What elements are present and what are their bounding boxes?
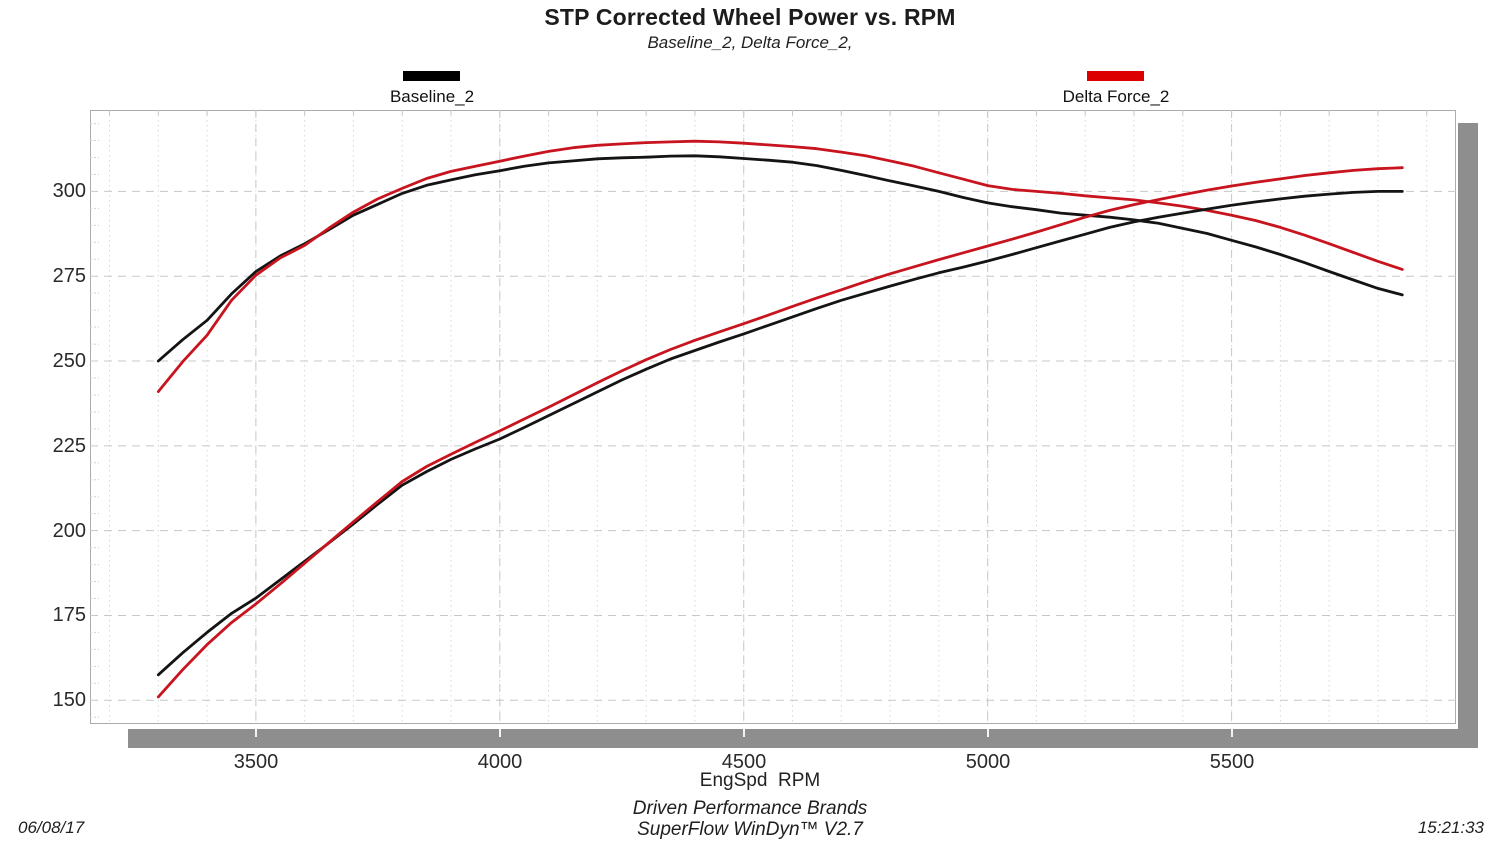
x-tick-label: 4500 — [721, 751, 767, 773]
x-tick-label: 3500 — [233, 751, 279, 773]
legend-swatch-delta-force — [1087, 71, 1144, 81]
footer-brand: Driven Performance Brands — [632, 798, 868, 819]
x-axis-label: EngSpd RPM — [699, 770, 821, 791]
x-tick-mark — [1231, 729, 1233, 737]
x-tick-label: 5500 — [1209, 751, 1255, 773]
delta-force-2-lower-curve — [156, 166, 1404, 699]
legend-label-delta-force: Delta Force_2 — [1062, 87, 1170, 106]
baseline-2-upper-curve — [156, 154, 1404, 363]
plot-shadow-bottom — [128, 729, 1478, 748]
x-tick-mark — [987, 729, 989, 737]
footer-time: 15:21:33 — [1417, 818, 1484, 837]
y-tick-label: 200 — [52, 520, 86, 542]
plot-area — [90, 110, 1456, 724]
plot-frame — [90, 110, 1456, 724]
x-tick-mark — [743, 729, 745, 737]
delta-force-2-upper-curve — [156, 139, 1404, 394]
y-tick-label: 150 — [52, 689, 86, 711]
x-tick-label: 4000 — [477, 751, 523, 773]
x-tick-label: 5000 — [965, 751, 1011, 773]
y-tick-label: 300 — [52, 180, 86, 202]
footer-date: 06/08/17 — [18, 818, 85, 837]
footer-software: SuperFlow WinDyn™ V2.7 — [637, 819, 863, 840]
y-tick-label: 250 — [52, 350, 86, 372]
plot-shadow-right — [1458, 123, 1478, 748]
y-tick-label: 175 — [52, 604, 86, 626]
page-title: STP Corrected Wheel Power vs. RPM — [544, 4, 956, 30]
x-tick-mark — [499, 729, 501, 737]
y-tick-label: 275 — [52, 265, 86, 287]
x-tick-mark — [255, 729, 257, 737]
baseline-2-lower-curve — [156, 190, 1404, 677]
y-tick-label: 225 — [52, 435, 86, 457]
legend-label-baseline: Baseline_2 — [389, 87, 475, 106]
page-subtitle: Baseline_2, Delta Force_2, — [647, 33, 853, 52]
legend-swatch-baseline — [403, 71, 460, 81]
